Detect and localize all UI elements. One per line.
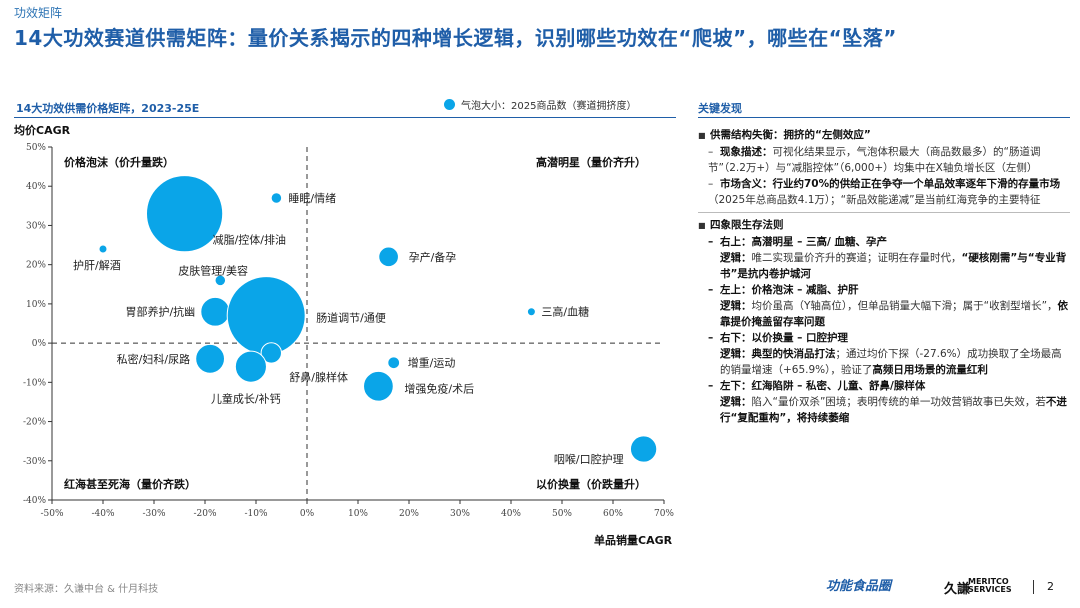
bubble-point (214, 274, 227, 287)
brand-logo-meritco: MERITCO SERVICES (968, 577, 1012, 594)
x-tick-label: 60% (603, 509, 623, 519)
x-tick-label: 40% (501, 509, 521, 519)
quadrant-label: 红海甚至死海（量价齐跌） (64, 477, 196, 491)
legend-label: 气泡大小：2025商品数（赛道拥挤度） (461, 101, 637, 112)
bubble-point (387, 356, 401, 370)
bubble-label: 减脂/控体/排油 (213, 233, 286, 247)
finding-bullet-1: ■ 供需结构失衡：拥挤的“左侧效应” (698, 127, 1070, 144)
quadrant-rule-logic: 逻辑：唯二实现量价齐升的赛道；证明在存量时代，“硬核刚需”与“专业背书”是抗内卷… (720, 252, 1067, 280)
y-axis-label: 均价CAGR (14, 124, 71, 137)
chart-heading-rule (14, 117, 676, 118)
findings-divider (698, 212, 1070, 213)
bubble-point (98, 244, 108, 254)
findings-rule (698, 117, 1070, 118)
y-tick-label: 40% (26, 182, 46, 192)
y-tick-label: 10% (26, 300, 46, 310)
bubble-label: 皮肤管理/美容 (178, 263, 248, 277)
y-tick-label: 30% (26, 221, 46, 231)
finding-sub-item: – 市场含义：行业约70%的供给正在争夺一个单品效率逐年下滑的存量市场（2025年… (708, 178, 1061, 206)
finding-sub-text: 可视化结果显示，气泡体积最大（商品数最多）的“肠道调节”（2.2万+）与“减脂控… (708, 146, 1041, 174)
footer-divider (1033, 580, 1034, 594)
quadrant-label: 价格泡沫（价升量跌） (64, 155, 174, 169)
bubble-label: 肠道调节/通便 (316, 311, 386, 325)
y-tick-label: -40% (23, 496, 46, 506)
y-tick-label: 0% (32, 339, 47, 349)
x-tick-label: 20% (399, 509, 419, 519)
y-tick-label: 50% (26, 143, 46, 153)
quadrant-label: 高潜明星（量价齐升） (536, 155, 646, 169)
x-tick-label: -40% (91, 509, 114, 519)
quadrant-rule-logic: 逻辑：陷入“量价双杀”困境；表明传统的单一功效营销故事已失效，若不进行“复配重构… (720, 396, 1067, 424)
x-tick-label: 10% (348, 509, 368, 519)
finding-sub-label: 现象描述： (720, 146, 773, 158)
quadrant-rule-heading: – 右上：高潜明星 – 三高/ 血糖、孕产 (708, 236, 888, 248)
y-tick-label: -10% (23, 378, 46, 388)
finding-heading: 供需结构失衡：拥挤的“左侧效应” (710, 129, 871, 141)
x-tick-label: -50% (40, 509, 63, 519)
x-tick-label: 0% (300, 509, 315, 519)
quadrant-rule-heading: – 左下：红海陷阱 – 私密、儿童、舒鼻/腺样体 (708, 380, 926, 392)
scatter-chart: 50% 40% 30% 20% 10% 0% -10% -20% -30% -40% -50% -40… (23, 143, 674, 519)
bubble-label: 咽喉/口腔护理 (554, 452, 624, 466)
bubble-point (378, 246, 399, 268)
quadrant-rule-heading: – 左上：价格泡沫 – 减脂、护肝 (708, 284, 859, 296)
finding-sub-label: 市场含义：行业约70%的供给正在争夺一个单品效率逐年下滑的存量市场 (720, 178, 1061, 190)
finding-bullet-2: ■ 四象限生存法则 (698, 217, 1070, 234)
section-tag: 功效矩阵 (14, 6, 63, 20)
bubble-label: 睡眠/情绪 (288, 191, 336, 205)
bubble-point (234, 350, 267, 383)
footer-source: 资料来源：久谦中台 & 什月科技 (14, 584, 159, 595)
bubble-label: 私密/妇科/尿路 (117, 352, 190, 366)
x-tick-label: 30% (450, 509, 470, 519)
bubble-label: 胃部养护/抗幽 (125, 305, 195, 319)
findings-panel: ■ 供需结构失衡：拥挤的“左侧效应” – 现象描述：可视化结果显示，气泡体积最大（… (698, 127, 1070, 426)
x-tick-label: 70% (654, 509, 674, 519)
findings-title: 关键发现 (698, 102, 742, 115)
finding-sub-text: （2025年总商品数4.1万）；“新品效能递减”是当前红海竞争的主要特征 (708, 194, 1041, 206)
x-tick-label: -20% (193, 509, 216, 519)
bubble-label: 护肝/解酒 (73, 258, 121, 272)
bubble-label: 增重/运动 (408, 356, 456, 370)
quadrant-rule-logic: 逻辑：均价虽高（Y轴高位），但单品销量大幅下滑；属于“收割型增长”，依靠提价掩盖… (720, 300, 1069, 328)
x-tick-label: 50% (552, 509, 572, 519)
y-tick-label: -30% (23, 457, 46, 467)
page-title: 14大功效赛道供需矩阵：量价关系揭示的四种增长逻辑，识别哪些功效在“爬坡”，哪些… (14, 26, 897, 50)
quadrant-rule-logic: 逻辑：典型的快消品打法；通过均价下探（-27.6%）成功换取了全场最高的销量增速… (720, 348, 1062, 376)
page-number: 2 (1047, 580, 1054, 593)
finding-sub-item: – 现象描述：可视化结果显示，气泡体积最大（商品数最多）的“肠道调节”（2.2万+… (708, 146, 1041, 174)
bullet-square-icon: ■ (698, 131, 706, 140)
bubble-point (363, 370, 394, 402)
x-tick-label: -10% (244, 509, 267, 519)
bubble-label: 孕产/备孕 (409, 250, 457, 264)
bubble-point (526, 307, 536, 317)
bubble-point (195, 343, 226, 374)
x-axis-label: 单品销量CAGR (594, 534, 673, 547)
bubble-point (629, 435, 658, 463)
bubble-point (200, 296, 231, 327)
chart-legend: 气泡大小：2025商品数（赛道拥挤度） (444, 97, 636, 112)
bubble-point (226, 276, 306, 356)
x-tick-label: -30% (142, 509, 165, 519)
bullet-square-icon: ■ (698, 221, 706, 230)
brand-logo-gongneng: 功能食品圈 (826, 579, 892, 594)
legend-bubble-icon (444, 99, 455, 110)
bubble-point (260, 342, 282, 364)
bubble-point (145, 175, 224, 253)
y-tick-label: -20% (23, 418, 46, 428)
bubble-label: 儿童成长/补钙 (211, 392, 281, 406)
quadrant-label: 以价换量（价跌量升） (536, 477, 646, 491)
brand-logo-jiuqian: 久謙 (944, 582, 971, 597)
finding-heading: 四象限生存法则 (710, 219, 784, 231)
bubble-label: 增强免疫/术后 (404, 381, 474, 395)
quadrant-rule-heading: – 右下：以价换量 – 口腔护理 (708, 332, 849, 344)
bubble-label: 舒鼻/腺样体 (289, 370, 348, 384)
bubble-label: 三高/血糖 (541, 305, 589, 319)
bubble-point (270, 192, 283, 204)
chart-heading: 14大功效供需价格矩阵，2023-25E (16, 102, 200, 115)
y-tick-label: 20% (26, 261, 46, 271)
